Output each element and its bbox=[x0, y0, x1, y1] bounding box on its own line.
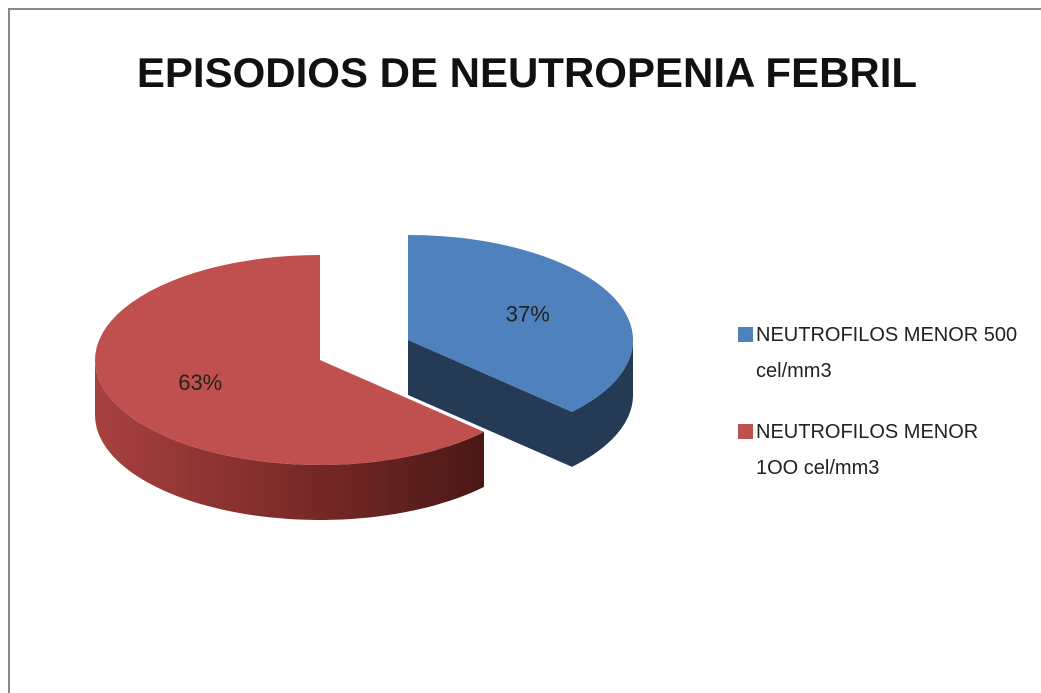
slice bbox=[95, 255, 484, 465]
chart-border bbox=[8, 8, 1041, 693]
data-label: 37% bbox=[506, 302, 550, 327]
data-label: 63% bbox=[178, 370, 222, 395]
slice-wall bbox=[572, 340, 633, 467]
slice-side bbox=[408, 340, 572, 467]
chart-title: EPISODIOS DE NEUTROPENIA FEBRIL bbox=[137, 49, 917, 96]
legend-label: NEUTROFILOS MENOR 1OO cel/mm3 bbox=[756, 421, 979, 479]
slice bbox=[408, 235, 633, 412]
legend-swatch bbox=[738, 424, 753, 439]
slice-wall bbox=[95, 360, 484, 520]
legend-label: NEUTROFILOS MENOR 500 cel/mm3 bbox=[756, 324, 1018, 382]
legend-swatch bbox=[738, 327, 753, 342]
